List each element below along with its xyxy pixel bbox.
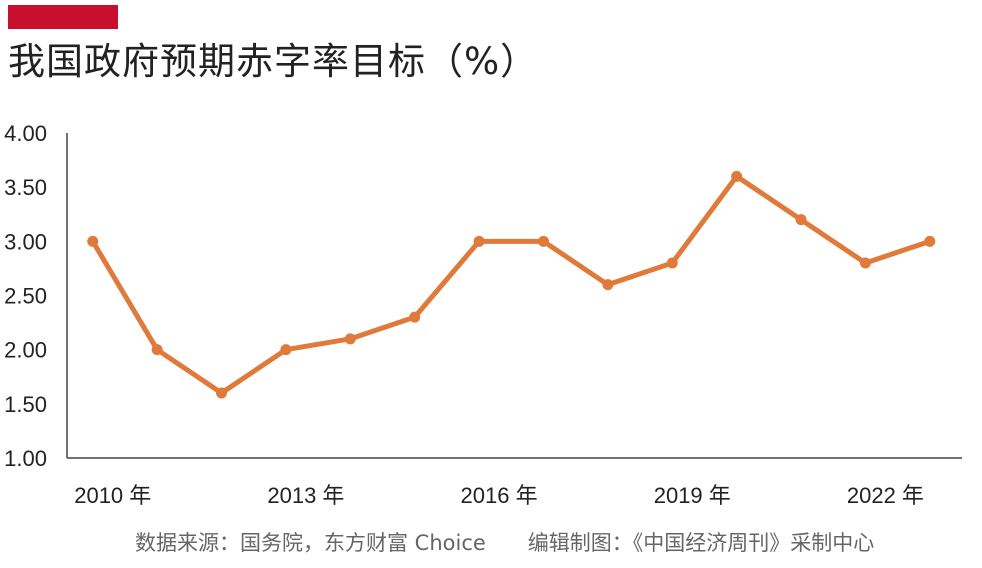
y-tick-label: 1.50 [4, 392, 47, 417]
data-point [151, 344, 163, 356]
accent-bar [8, 5, 118, 29]
y-tick-label: 3.00 [4, 229, 47, 254]
data-point [344, 333, 356, 345]
x-tick-label: 2013 年 [267, 483, 344, 508]
data-point [537, 235, 549, 247]
data-point [795, 214, 807, 226]
y-tick-label: 1.00 [4, 446, 47, 471]
x-tick-label: 2016 年 [461, 483, 538, 508]
y-tick-label: 3.50 [4, 175, 47, 200]
data-point [602, 279, 614, 291]
data-point [409, 311, 421, 323]
series-line [90, 173, 933, 396]
source-note: 数据来源：国务院，东方财富 Choice 编辑制图：《中国经济周刊》采制中心 [135, 531, 875, 555]
y-axis-ticks: 4.00 3.50 3.00 2.50 2.00 1.50 1.00 [4, 121, 47, 471]
data-point [87, 235, 99, 247]
y-tick-label: 2.50 [4, 284, 47, 309]
data-point [216, 387, 228, 399]
data-point [924, 235, 936, 247]
x-tick-label: 2010 年 [74, 483, 151, 508]
data-point [280, 344, 292, 356]
x-tick-label: 2022 年 [847, 483, 924, 508]
data-point [666, 257, 678, 269]
y-tick-label: 4.00 [4, 121, 47, 146]
data-point [473, 235, 485, 247]
x-tick-label: 2019 年 [654, 483, 731, 508]
chart-title: 我国政府预期赤字率目标（%） [8, 40, 539, 83]
series-group [87, 170, 936, 399]
chart-axes [66, 133, 962, 459]
y-tick-label: 2.00 [4, 338, 47, 363]
x-axis-ticks: 2010 年 2013 年 2016 年 2019 年 2022 年 [74, 483, 924, 508]
data-point [859, 257, 871, 269]
data-point [731, 170, 743, 182]
